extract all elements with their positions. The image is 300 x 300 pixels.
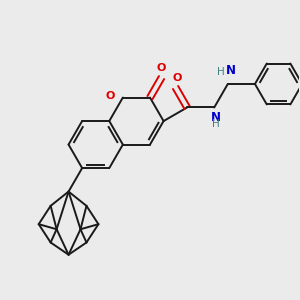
Text: N: N	[211, 111, 220, 124]
Text: H: H	[212, 119, 220, 129]
Text: O: O	[157, 63, 166, 73]
Text: O: O	[106, 91, 115, 101]
Text: O: O	[172, 73, 182, 82]
Text: N: N	[226, 64, 236, 77]
Text: H: H	[217, 67, 225, 77]
